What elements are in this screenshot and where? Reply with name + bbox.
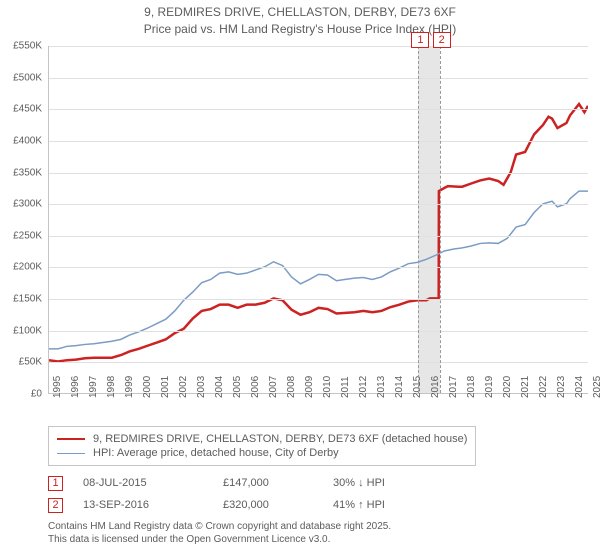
chart-svg [49, 46, 588, 393]
x-axis-label: 2003 [196, 368, 207, 398]
sale-vertical-line [440, 46, 441, 393]
x-axis-label: 2002 [178, 368, 189, 398]
gridline [49, 173, 588, 174]
y-axis-label: £400K [0, 135, 42, 146]
title-line-2: Price paid vs. HM Land Registry's House … [0, 21, 600, 38]
y-axis-label: £0 [0, 389, 42, 400]
sale-row: 2 13-SEP-2016£320,00041% ↑ HPI [48, 494, 433, 516]
x-axis-label: 2018 [466, 368, 477, 398]
gridline [49, 46, 588, 47]
sale-marker-label: 1 [411, 32, 429, 48]
legend-item: HPI: Average price, detached house, City… [57, 447, 467, 459]
chart-container: 9, REDMIRES DRIVE, CHELLASTON, DERBY, DE… [0, 0, 600, 560]
x-axis-label: 2010 [322, 368, 333, 398]
x-axis-label: 2014 [394, 368, 405, 398]
gridline [49, 267, 588, 268]
chart-title: 9, REDMIRES DRIVE, CHELLASTON, DERBY, DE… [0, 0, 600, 38]
x-axis-label: 1995 [52, 368, 63, 398]
series-line-hpi [49, 191, 588, 349]
x-axis-label: 2023 [556, 368, 567, 398]
sale-price: £320,000 [223, 499, 333, 511]
x-axis-label: 1998 [106, 368, 117, 398]
x-axis-label: 1999 [124, 368, 135, 398]
x-axis-label: 2012 [358, 368, 369, 398]
sale-vertical-line [418, 46, 419, 393]
gridline [49, 299, 588, 300]
sale-date: 08-JUL-2015 [83, 477, 223, 489]
x-axis-label: 1997 [88, 368, 99, 398]
gridline [49, 362, 588, 363]
gridline [49, 141, 588, 142]
x-axis-label: 2013 [376, 368, 387, 398]
gridline [49, 78, 588, 79]
x-axis-label: 2004 [214, 368, 225, 398]
sale-marker: 2 [48, 498, 63, 513]
x-axis-label: 2017 [448, 368, 459, 398]
legend-item: 9, REDMIRES DRIVE, CHELLASTON, DERBY, DE… [57, 433, 467, 445]
y-axis-label: £100K [0, 325, 42, 336]
sale-price: £147,000 [223, 477, 333, 489]
y-axis-label: £550K [0, 41, 42, 52]
gridline [49, 204, 588, 205]
sale-row: 1 08-JUL-2015£147,00030% ↓ HPI [48, 472, 433, 494]
y-axis-label: £200K [0, 262, 42, 273]
y-axis-label: £300K [0, 199, 42, 210]
x-axis-label: 2021 [520, 368, 531, 398]
x-axis-label: 2006 [250, 368, 261, 398]
x-axis-label: 2000 [142, 368, 153, 398]
legend-swatch [57, 453, 85, 454]
x-axis-label: 2022 [538, 368, 549, 398]
y-axis-label: £350K [0, 167, 42, 178]
sale-date: 13-SEP-2016 [83, 499, 223, 511]
series-line-price_paid [49, 104, 588, 361]
sale-diff: 41% ↑ HPI [333, 499, 433, 511]
footer-attribution: Contains HM Land Registry data © Crown c… [48, 520, 391, 546]
x-axis-label: 2005 [232, 368, 243, 398]
sale-diff: 30% ↓ HPI [333, 477, 433, 489]
x-axis-label: 2008 [286, 368, 297, 398]
x-axis-label: 1996 [70, 368, 81, 398]
x-axis-label: 2020 [502, 368, 513, 398]
legend: 9, REDMIRES DRIVE, CHELLASTON, DERBY, DE… [48, 426, 476, 466]
y-axis-label: £50K [0, 357, 42, 368]
footer-line-1: Contains HM Land Registry data © Crown c… [48, 520, 391, 533]
x-axis-label: 2009 [304, 368, 315, 398]
y-axis-label: £150K [0, 294, 42, 305]
plot-area: £0£50K£100K£150K£200K£250K£300K£350K£400… [48, 46, 588, 394]
y-axis-label: £450K [0, 104, 42, 115]
gridline [49, 331, 588, 332]
legend-label: HPI: Average price, detached house, City… [93, 447, 339, 459]
x-axis-label: 2019 [484, 368, 495, 398]
gridline [49, 236, 588, 237]
y-axis-label: £250K [0, 230, 42, 241]
x-axis-label: 2024 [574, 368, 585, 398]
x-axis-label: 2025 [592, 368, 600, 398]
title-line-1: 9, REDMIRES DRIVE, CHELLASTON, DERBY, DE… [0, 4, 600, 21]
legend-swatch [57, 438, 85, 440]
x-axis-label: 2007 [268, 368, 279, 398]
x-axis-label: 2001 [160, 368, 171, 398]
gridline [49, 109, 588, 110]
sale-marker: 1 [48, 476, 63, 491]
y-axis-label: £500K [0, 72, 42, 83]
sale-marker-label: 2 [433, 32, 451, 48]
footer-line-2: This data is licensed under the Open Gov… [48, 533, 391, 546]
legend-label: 9, REDMIRES DRIVE, CHELLASTON, DERBY, DE… [93, 433, 467, 445]
sales-table: 1 08-JUL-2015£147,00030% ↓ HPI 2 13-SEP-201… [48, 472, 433, 516]
x-axis-label: 2011 [340, 368, 351, 398]
